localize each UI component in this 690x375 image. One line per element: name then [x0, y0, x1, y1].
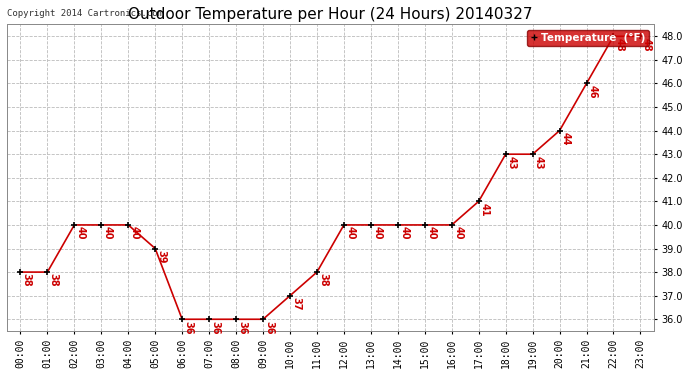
Text: 40: 40 [76, 226, 86, 240]
Text: 39: 39 [157, 250, 166, 263]
Text: 40: 40 [400, 226, 409, 240]
Text: 36: 36 [237, 321, 248, 334]
Text: 38: 38 [49, 273, 59, 287]
Text: 38: 38 [22, 273, 32, 287]
Text: 43: 43 [534, 156, 544, 169]
Text: 38: 38 [318, 273, 328, 287]
Text: 40: 40 [453, 226, 463, 240]
Text: 40: 40 [373, 226, 382, 240]
Text: 43: 43 [507, 156, 517, 169]
Text: 48: 48 [642, 38, 652, 51]
Text: 40: 40 [103, 226, 112, 240]
Text: 44: 44 [561, 132, 571, 146]
Legend: Temperature  (°F): Temperature (°F) [526, 30, 649, 46]
Text: 40: 40 [130, 226, 139, 240]
Text: 37: 37 [291, 297, 302, 310]
Text: 36: 36 [184, 321, 194, 334]
Text: 36: 36 [210, 321, 221, 334]
Text: 40: 40 [345, 226, 355, 240]
Text: 48: 48 [615, 38, 625, 51]
Text: 36: 36 [264, 321, 275, 334]
Text: 41: 41 [480, 203, 490, 216]
Text: Copyright 2014 Cartronics.com: Copyright 2014 Cartronics.com [7, 9, 163, 18]
Text: 46: 46 [588, 85, 598, 98]
Text: 40: 40 [426, 226, 436, 240]
Title: Outdoor Temperature per Hour (24 Hours) 20140327: Outdoor Temperature per Hour (24 Hours) … [128, 7, 533, 22]
